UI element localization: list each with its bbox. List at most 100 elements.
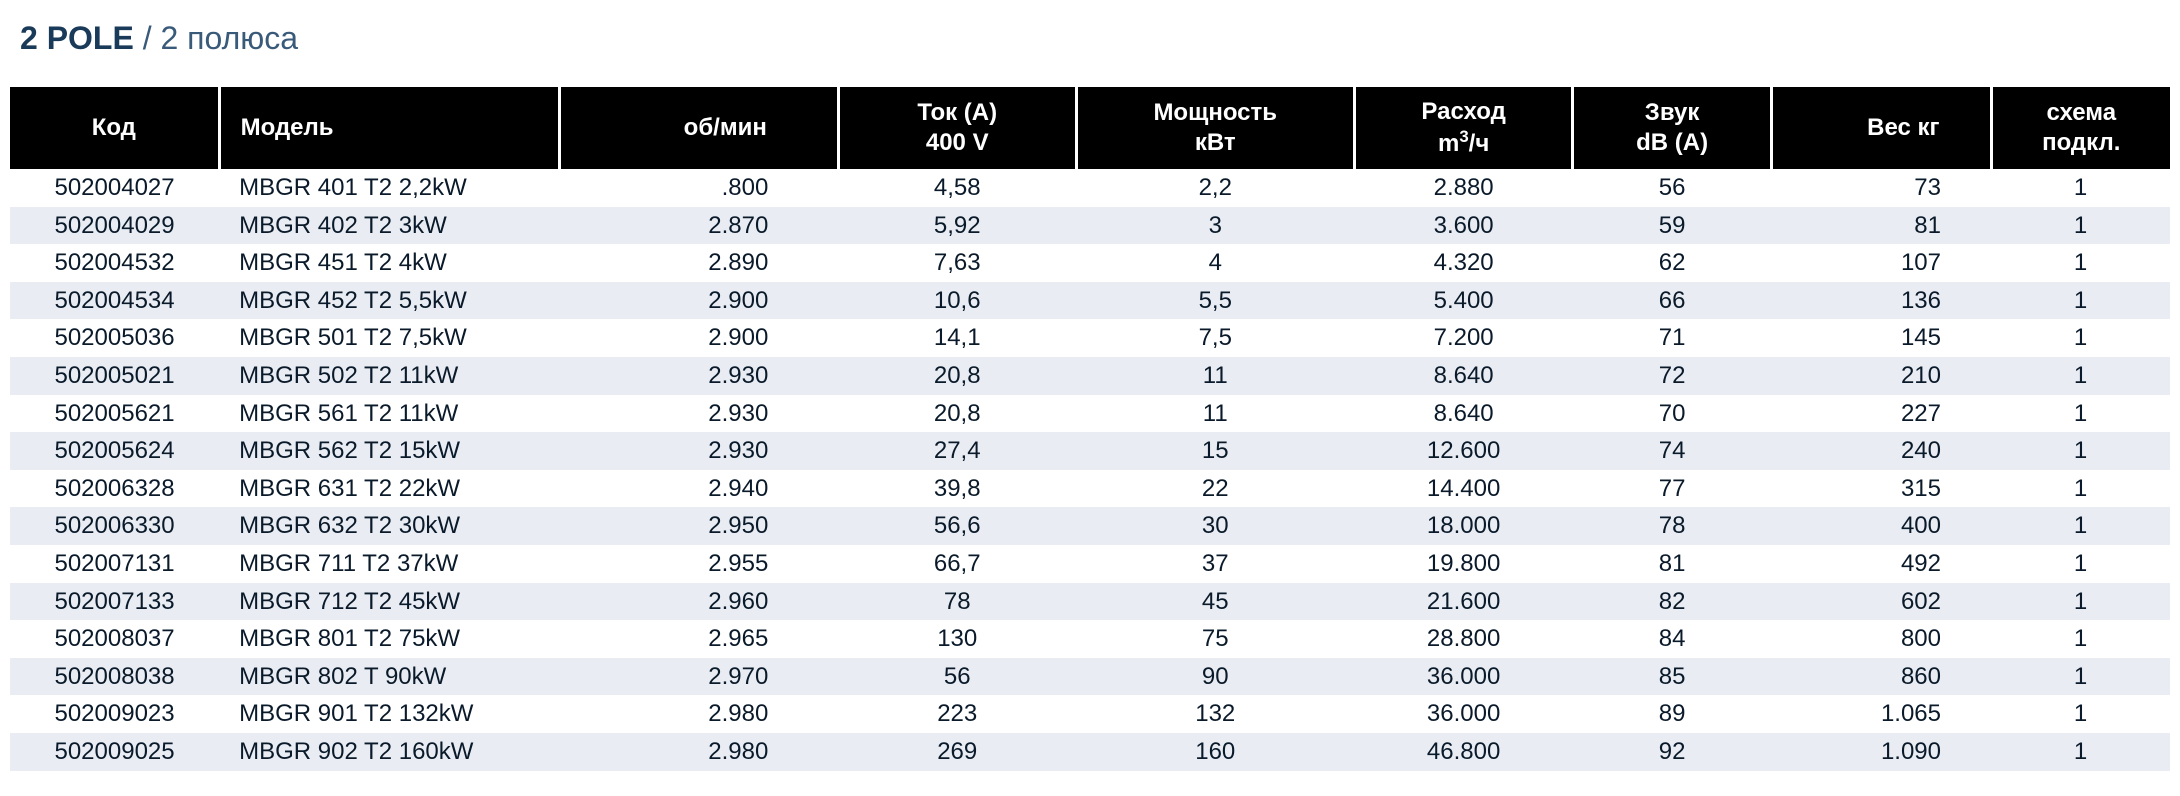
cell-power: 90 [1076, 658, 1354, 696]
cell-scheme: 1 [1991, 169, 2170, 207]
cell-code: 502005621 [10, 395, 219, 433]
cell-flow: 21.600 [1354, 583, 1573, 621]
cell-current: 20,8 [838, 357, 1076, 395]
cell-scheme: 1 [1991, 395, 2170, 433]
cell-scheme: 1 [1991, 357, 2170, 395]
cell-scheme: 1 [1991, 244, 2170, 282]
table-row: 502004534MBGR 452 T2 5,5kW2.90010,65,55.… [10, 282, 2170, 320]
cell-weight: 400 [1771, 507, 1991, 545]
cell-weight: 210 [1771, 357, 1991, 395]
cell-scheme: 1 [1991, 658, 2170, 696]
cell-model: MBGR 901 T2 132kW [219, 695, 559, 733]
cell-weight: 492 [1771, 545, 1991, 583]
cell-flow: 4.320 [1354, 244, 1573, 282]
table-row: 502004029MBGR 402 T2 3kW2.8705,9233.6005… [10, 207, 2170, 245]
cell-sound: 56 [1573, 169, 1771, 207]
cell-rpm: 2.930 [559, 395, 838, 433]
cell-model: MBGR 401 T2 2,2kW [219, 169, 559, 207]
table-header: КодМодельоб/минТок (A)400 VМощностькВтРа… [10, 87, 2170, 169]
cell-weight: 1.065 [1771, 695, 1991, 733]
cell-sound: 72 [1573, 357, 1771, 395]
col-header-current: Ток (A)400 V [838, 87, 1076, 169]
cell-code: 502008038 [10, 658, 219, 696]
cell-rpm: 2.940 [559, 470, 838, 508]
section-title: 2 POLE / 2 полюса [20, 20, 2170, 57]
cell-flow: 3.600 [1354, 207, 1573, 245]
cell-sound: 77 [1573, 470, 1771, 508]
cell-weight: 800 [1771, 620, 1991, 658]
cell-power: 4 [1076, 244, 1354, 282]
page: 2 POLE / 2 полюса КодМодельоб/минТок (A)… [0, 0, 2180, 791]
col-header-model: Модель [219, 87, 559, 169]
cell-power: 2,2 [1076, 169, 1354, 207]
cell-code: 502004534 [10, 282, 219, 320]
cell-code: 502005036 [10, 319, 219, 357]
cell-sound: 62 [1573, 244, 1771, 282]
cell-rpm: 2.900 [559, 319, 838, 357]
cell-weight: 136 [1771, 282, 1991, 320]
cell-model: MBGR 711 T2 37kW [219, 545, 559, 583]
cell-rpm: 2.965 [559, 620, 838, 658]
col-header-weight: Вес кг [1771, 87, 1991, 169]
table-row: 502009023MBGR 901 T2 132kW2.98022313236.… [10, 695, 2170, 733]
cell-flow: 18.000 [1354, 507, 1573, 545]
cell-weight: 107 [1771, 244, 1991, 282]
table-row: 502005021MBGR 502 T2 11kW2.93020,8118.64… [10, 357, 2170, 395]
cell-power: 132 [1076, 695, 1354, 733]
table-row: 502005036MBGR 501 T2 7,5kW2.90014,17,57.… [10, 319, 2170, 357]
cell-flow: 36.000 [1354, 695, 1573, 733]
table-row: 502004532MBGR 451 T2 4kW2.8907,6344.3206… [10, 244, 2170, 282]
cell-scheme: 1 [1991, 545, 2170, 583]
cell-power: 37 [1076, 545, 1354, 583]
cell-power: 3 [1076, 207, 1354, 245]
cell-weight: 227 [1771, 395, 1991, 433]
cell-weight: 145 [1771, 319, 1991, 357]
cell-flow: 28.800 [1354, 620, 1573, 658]
cell-code: 502004029 [10, 207, 219, 245]
cell-scheme: 1 [1991, 319, 2170, 357]
cell-sound: 78 [1573, 507, 1771, 545]
cell-sound: 82 [1573, 583, 1771, 621]
cell-sound: 85 [1573, 658, 1771, 696]
cell-flow: 8.640 [1354, 395, 1573, 433]
cell-current: 39,8 [838, 470, 1076, 508]
cell-scheme: 1 [1991, 583, 2170, 621]
cell-power: 7,5 [1076, 319, 1354, 357]
title-light: 2 полюса [160, 20, 298, 56]
cell-sound: 71 [1573, 319, 1771, 357]
cell-model: MBGR 712 T2 45kW [219, 583, 559, 621]
cell-scheme: 1 [1991, 507, 2170, 545]
cell-code: 502005624 [10, 432, 219, 470]
cell-code: 502006330 [10, 507, 219, 545]
col-header-code: Код [10, 87, 219, 169]
cell-power: 75 [1076, 620, 1354, 658]
cell-rpm: 2.970 [559, 658, 838, 696]
cell-flow: 12.600 [1354, 432, 1573, 470]
cell-power: 11 [1076, 357, 1354, 395]
cell-code: 502007131 [10, 545, 219, 583]
cell-weight: 315 [1771, 470, 1991, 508]
cell-current: 223 [838, 695, 1076, 733]
cell-rpm: 2.955 [559, 545, 838, 583]
cell-model: MBGR 562 T2 15kW [219, 432, 559, 470]
cell-code: 502007133 [10, 583, 219, 621]
col-header-sound: ЗвукdB (A) [1573, 87, 1771, 169]
table-row: 502005621MBGR 561 T2 11kW2.93020,8118.64… [10, 395, 2170, 433]
cell-scheme: 1 [1991, 733, 2170, 771]
title-bold: 2 POLE [20, 20, 134, 56]
cell-scheme: 1 [1991, 207, 2170, 245]
cell-model: MBGR 632 T2 30kW [219, 507, 559, 545]
cell-current: 78 [838, 583, 1076, 621]
cell-model: MBGR 902 T2 160kW [219, 733, 559, 771]
table-row: 502004027MBGR 401 T2 2,2kW.8004,582,22.8… [10, 169, 2170, 207]
cell-flow: 46.800 [1354, 733, 1573, 771]
cell-model: MBGR 801 T2 75kW [219, 620, 559, 658]
cell-flow: 19.800 [1354, 545, 1573, 583]
cell-model: MBGR 451 T2 4kW [219, 244, 559, 282]
table-row: 502009025MBGR 902 T2 160kW2.98026916046.… [10, 733, 2170, 771]
cell-current: 7,63 [838, 244, 1076, 282]
cell-flow: 14.400 [1354, 470, 1573, 508]
cell-rpm: 2.900 [559, 282, 838, 320]
cell-rpm: 2.870 [559, 207, 838, 245]
cell-sound: 92 [1573, 733, 1771, 771]
